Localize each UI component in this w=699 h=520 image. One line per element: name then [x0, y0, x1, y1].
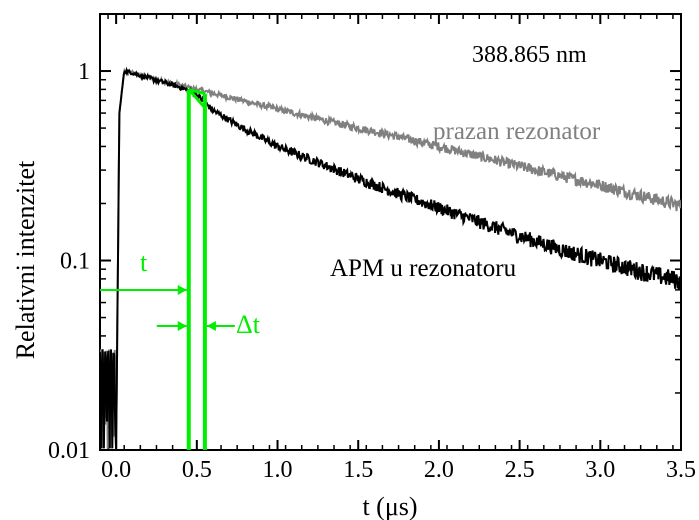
x-tick-label: 2.5 [505, 457, 535, 483]
plot-frame [99, 13, 682, 451]
y-axis-title: Relativni intenzitet [11, 160, 40, 359]
triangle-top-edge [188, 87, 206, 96]
legend-label-apm-u-rezonatoru: APM u rezonatoru [330, 255, 517, 282]
y-tick-label: 0.01 [48, 438, 90, 464]
x-tick-label: 3.0 [585, 457, 615, 483]
x-tick-label: 0.0 [101, 457, 131, 483]
arrow-head [177, 285, 187, 295]
series-line-prazan-rezonator [100, 67, 681, 450]
x-tick-label: 2.0 [424, 457, 454, 483]
legend-label-prazan-rezonator: prazan rezonator [433, 118, 601, 145]
x-tick-label: 0.5 [182, 457, 212, 483]
x-tick-label: 3.5 [666, 457, 696, 483]
arrow-head [177, 321, 187, 331]
annotation-layer [100, 87, 235, 450]
x-axis-title: t (μs) [362, 492, 417, 520]
wavelength-label: 388.865 nm [472, 42, 587, 68]
arrow-head [206, 321, 216, 331]
dt-annotation-label: Δt [236, 310, 261, 339]
x-tick-label: 1.5 [343, 457, 373, 483]
y-tick-label: 1 [78, 59, 90, 85]
triangle-hypotenuse [187, 88, 207, 109]
t-annotation-label: t [140, 248, 148, 277]
x-tick-label: 1.0 [263, 457, 293, 483]
y-tick-label: 0.1 [60, 249, 90, 275]
